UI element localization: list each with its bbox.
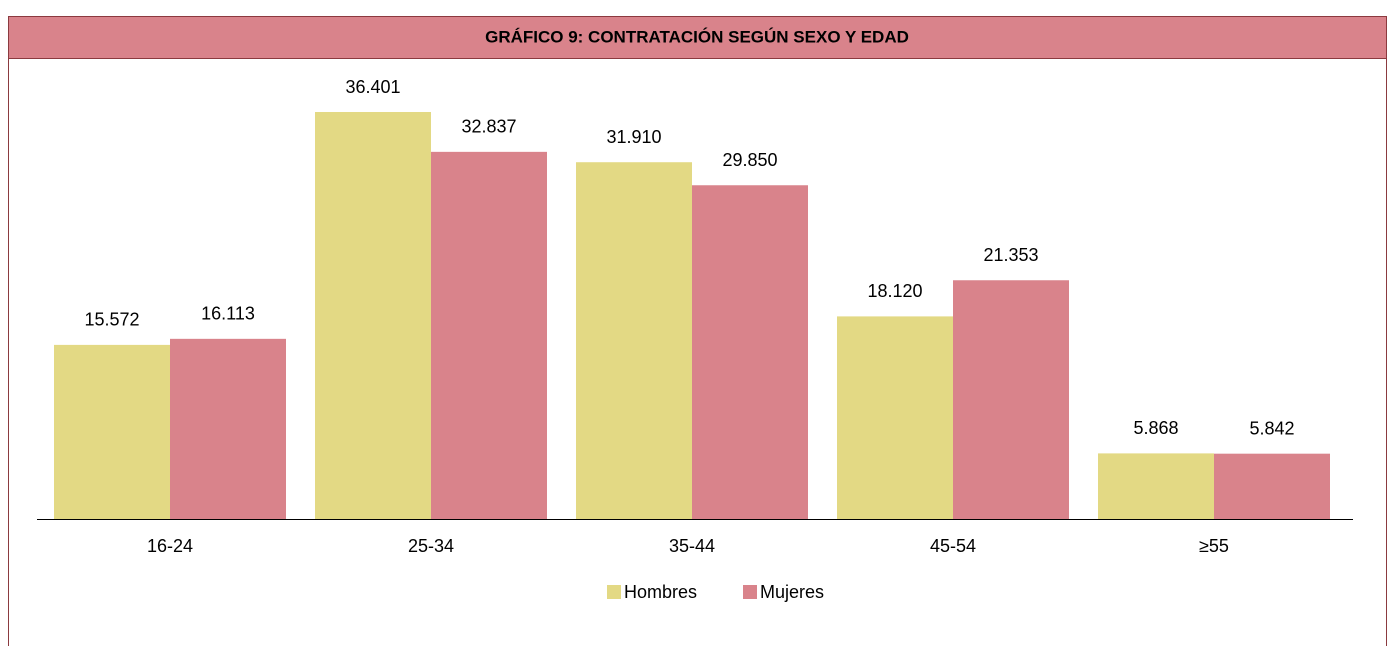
header [8,16,1387,59]
bar [837,316,953,519]
data-label: 5.868 [1133,418,1178,438]
legend-label: Mujeres [760,582,824,602]
bar [1098,453,1214,519]
data-label: 18.120 [867,281,922,301]
bar [54,344,170,519]
data-label: 36.401 [345,77,400,97]
data-label: 29.850 [722,150,777,170]
bar [431,151,547,519]
bar [953,280,1069,519]
x-tick-label: 25-34 [408,536,454,556]
legend-swatch [607,585,621,599]
x-tick-label: 45-54 [930,536,976,556]
legend-label: Hombres [624,582,697,602]
x-tick-label: 16-24 [147,536,193,556]
bar [170,338,286,519]
bar [692,185,808,519]
data-label: 15.572 [84,310,139,330]
legend-swatch [743,585,757,599]
bar [1214,453,1330,519]
bar [576,162,692,519]
bar [315,112,431,519]
data-label: 5.842 [1249,418,1294,438]
x-tick-label: 35-44 [669,536,715,556]
data-label: 21.353 [983,245,1038,265]
chart-title: GRÁFICO 9: CONTRATACIÓN SEGÚN SEXO Y EDA… [485,27,909,46]
data-label: 31.910 [606,127,661,147]
data-label: 16.113 [201,304,255,324]
x-tick-label: ≥55 [1199,536,1229,556]
data-label: 32.837 [461,117,516,137]
